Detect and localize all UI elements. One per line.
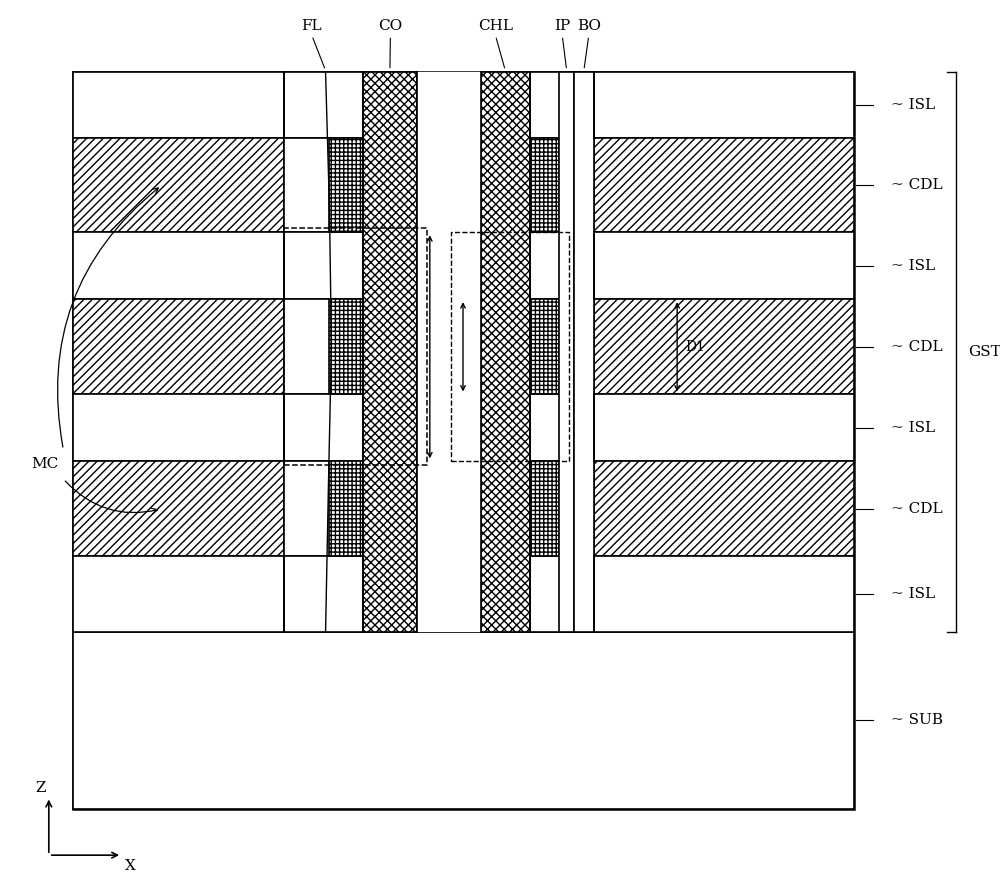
Text: ~ ISL: ~ ISL: [891, 421, 935, 435]
Bar: [594, 138, 854, 233]
Bar: [530, 138, 559, 233]
Text: D2: D2: [405, 340, 425, 354]
Bar: [530, 299, 594, 395]
Text: ~ ISL: ~ ISL: [891, 587, 935, 601]
Bar: [73, 461, 284, 557]
Bar: [451, 233, 569, 461]
Bar: [284, 73, 363, 138]
Text: ~ CDL: ~ CDL: [891, 340, 943, 354]
Bar: [594, 233, 854, 299]
Bar: [284, 395, 363, 461]
Bar: [284, 233, 363, 299]
Bar: [73, 233, 284, 299]
Bar: [530, 73, 594, 138]
Bar: [594, 461, 854, 557]
Text: IP: IP: [554, 19, 570, 34]
Bar: [530, 233, 594, 299]
Bar: [530, 138, 594, 233]
Text: GST: GST: [968, 345, 1000, 359]
Bar: [329, 138, 363, 233]
Bar: [363, 73, 417, 632]
Bar: [73, 395, 284, 461]
Bar: [530, 395, 594, 461]
Bar: [284, 138, 363, 233]
Bar: [530, 461, 559, 557]
Bar: [574, 73, 594, 632]
Bar: [329, 299, 363, 395]
Bar: [73, 557, 284, 632]
Text: ~ CDL: ~ CDL: [891, 502, 943, 516]
Bar: [73, 73, 854, 809]
Bar: [530, 557, 594, 632]
Text: D1: D1: [685, 340, 705, 354]
Bar: [73, 299, 284, 395]
Bar: [73, 138, 284, 233]
Bar: [530, 299, 559, 395]
Text: FL: FL: [302, 19, 322, 34]
Text: D3: D3: [469, 340, 489, 354]
Bar: [73, 73, 284, 138]
Bar: [594, 299, 854, 395]
Text: Z: Z: [36, 781, 46, 795]
Text: X: X: [125, 859, 136, 873]
Text: CHL: CHL: [478, 19, 513, 34]
Bar: [594, 73, 854, 138]
Bar: [284, 228, 427, 466]
Text: CO: CO: [378, 19, 403, 34]
Bar: [284, 299, 363, 395]
Text: BO: BO: [577, 19, 601, 34]
Bar: [481, 73, 530, 632]
Bar: [284, 557, 363, 632]
Bar: [73, 632, 854, 809]
Bar: [329, 461, 363, 557]
Text: ~ CDL: ~ CDL: [891, 179, 943, 192]
Bar: [417, 73, 481, 632]
Bar: [594, 557, 854, 632]
Bar: [559, 73, 574, 632]
Text: ~ ISL: ~ ISL: [891, 258, 935, 273]
Bar: [284, 461, 363, 557]
Bar: [594, 395, 854, 461]
Text: ~ SUB: ~ SUB: [891, 713, 943, 727]
Text: ~ ISL: ~ ISL: [891, 98, 935, 112]
Text: MC: MC: [31, 458, 58, 472]
Bar: [530, 461, 594, 557]
